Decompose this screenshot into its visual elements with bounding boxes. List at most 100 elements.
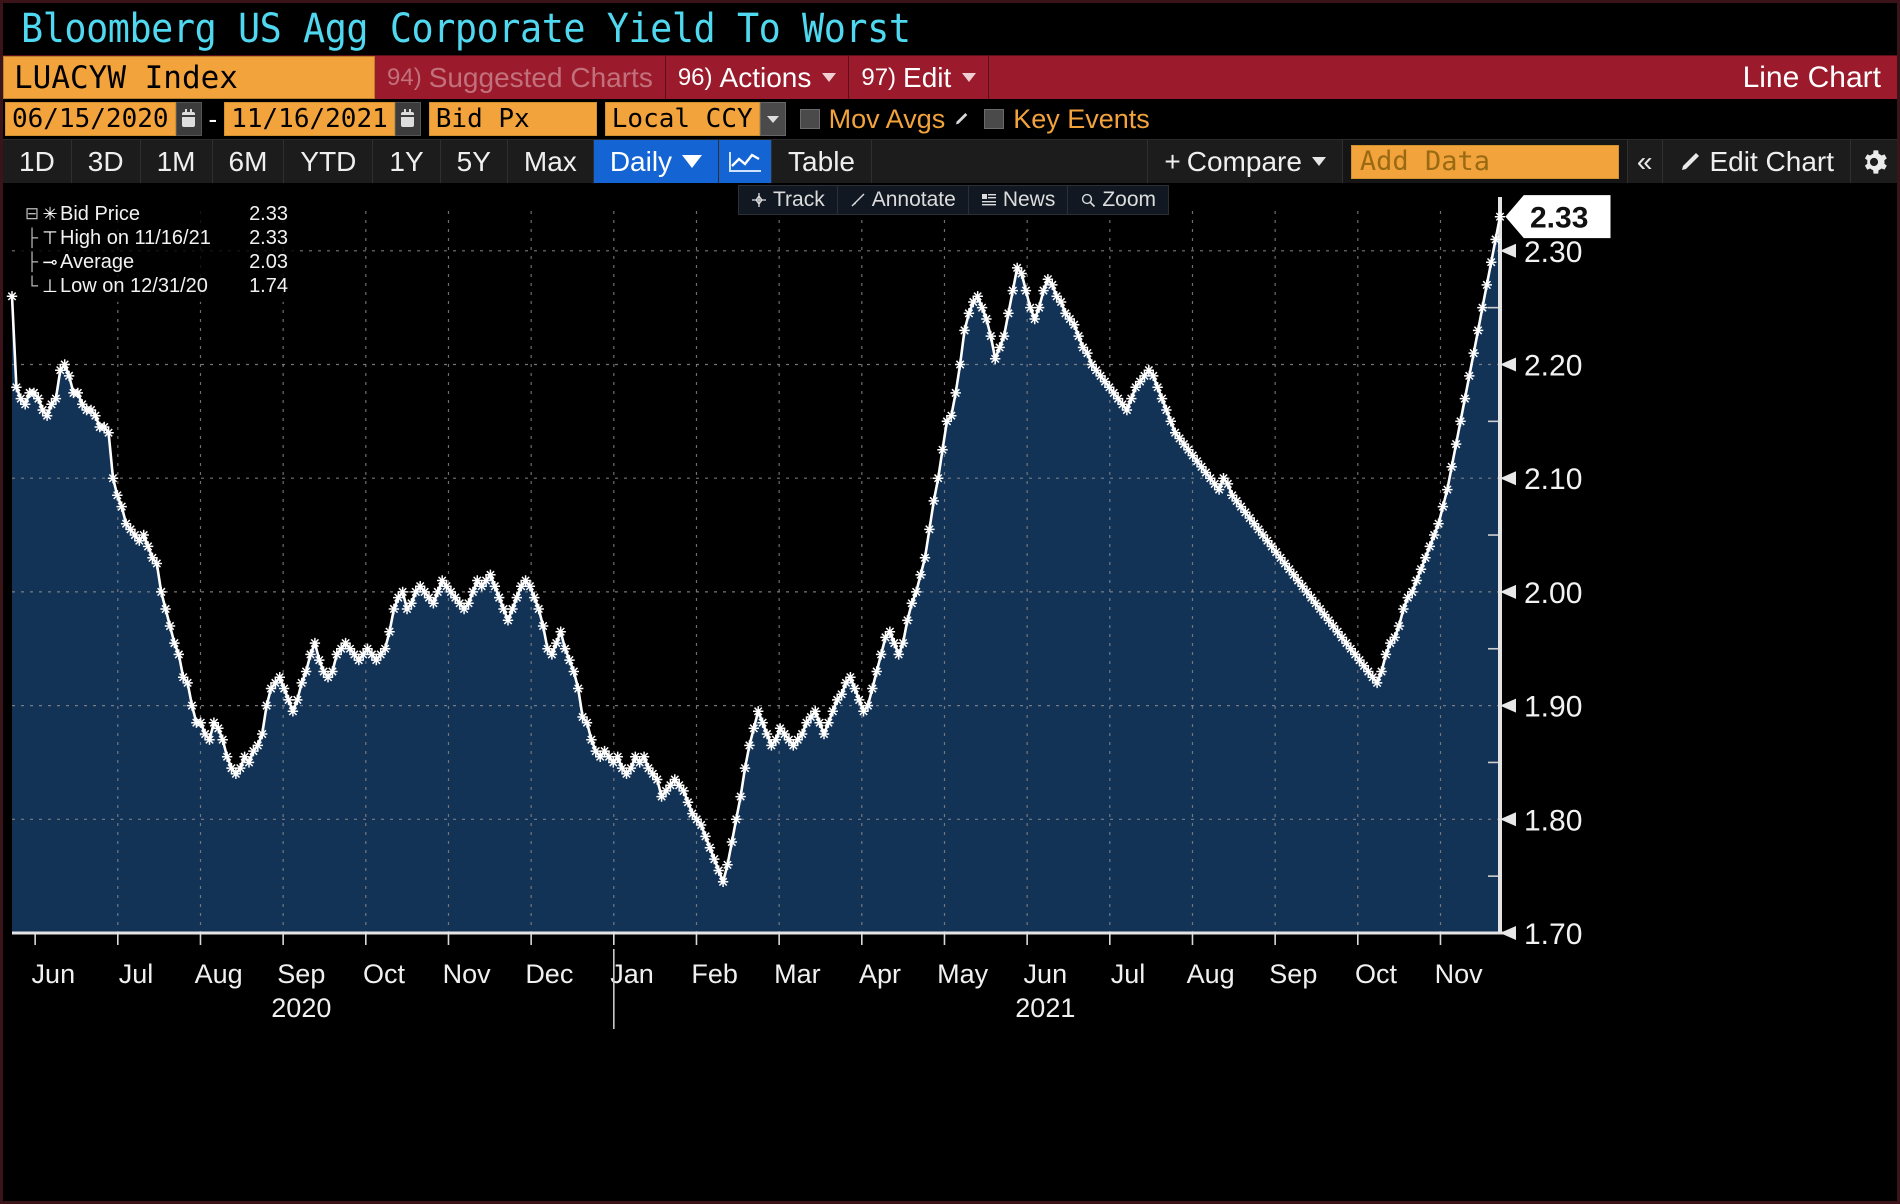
x-axis-tick-label: Nov	[443, 959, 492, 989]
legend-value: 2.33	[249, 227, 288, 249]
x-axis-tick-label: Sep	[1269, 959, 1317, 989]
range-button-6m[interactable]: 6M	[212, 140, 285, 183]
compare-button[interactable]: + Compare	[1148, 140, 1343, 183]
currency-dropdown-arrow[interactable]	[759, 102, 786, 136]
range-button-max[interactable]: Max	[507, 140, 594, 183]
legend-marker-icon: ⊤	[42, 228, 58, 248]
tree-branch-icon: ├	[25, 228, 39, 247]
currency-select[interactable]: Local CCY	[604, 102, 760, 136]
start-date-calendar-icon[interactable]	[175, 102, 202, 136]
last-value-callout: 2.33	[1505, 195, 1611, 239]
pencil-icon[interactable]	[954, 111, 970, 127]
crosshair-icon	[752, 193, 766, 207]
actions-menu-button[interactable]: 96) Actions	[666, 56, 850, 99]
suggested-charts-button[interactable]: 94) Suggested Charts	[375, 56, 666, 99]
zoom-tool-button[interactable]: Zoom	[1068, 186, 1168, 214]
y-axis-tick-label: 2.20	[1524, 349, 1582, 382]
pencil-icon	[1681, 152, 1699, 170]
news-list-icon	[981, 194, 996, 206]
price-chart-svg[interactable]: Jun Jul Aug Sep 2020 Oct Nov Dec Jan Feb Mar Apr May…	[6, 193, 1900, 1204]
series-markers	[6, 211, 1506, 888]
settings-button[interactable]	[1851, 140, 1897, 183]
magnifier-icon	[1082, 193, 1096, 208]
mov-avgs-toggle[interactable]: Mov Avgs	[799, 103, 971, 135]
y-axis-tick-arrow	[1500, 926, 1516, 940]
key-events-checkbox[interactable]	[984, 109, 1005, 129]
zoom-label: Zoom	[1102, 188, 1157, 211]
y-axis-tick-arrow	[1500, 243, 1516, 258]
chart-subtools-bar: Track Annotate News Zoom	[738, 185, 1170, 215]
legend-value: 2.33	[249, 203, 288, 225]
double-chevron-left-icon: «	[1636, 145, 1653, 177]
end-date-calendar-icon[interactable]	[394, 102, 421, 136]
edit-number: 97)	[861, 63, 897, 91]
actions-number: 96)	[677, 63, 713, 91]
range-button-1y[interactable]: 1Y	[373, 140, 441, 183]
key-events-toggle[interactable]: Key Events	[984, 104, 1150, 135]
chart-style-button[interactable]	[719, 140, 773, 183]
price-field-input[interactable]: Bid Px	[428, 102, 597, 136]
start-date-input[interactable]: 06/15/2020	[5, 102, 176, 136]
chart-area[interactable]: Jun Jul Aug Sep 2020 Oct Nov Dec Jan Feb Mar Apr May…	[6, 193, 1894, 1198]
mov-avgs-label: Mov Avgs	[828, 103, 946, 134]
chevron-down-icon	[962, 73, 977, 82]
chevron-down-icon	[822, 73, 837, 82]
legend-marker-icon: ⊥	[42, 276, 58, 296]
series-area-fill	[12, 216, 1500, 933]
line-chart-icon	[729, 151, 762, 172]
x-axis-tick-label: Aug	[195, 959, 243, 989]
range-button-1m[interactable]: 1M	[140, 140, 213, 183]
end-date-input[interactable]: 11/16/2021	[224, 102, 395, 136]
periodicity-label: Daily	[609, 145, 673, 177]
x-axis-tick-label: Oct	[363, 959, 406, 989]
y-axis-tick-label: 1.90	[1524, 691, 1582, 724]
x-axis-tick-label: Feb	[691, 959, 738, 989]
ticker-input[interactable]: LUACYW Index	[3, 56, 375, 99]
y-axis-tick-arrow	[1500, 357, 1516, 372]
range-button-5y[interactable]: 5Y	[440, 140, 508, 183]
plus-icon: +	[1164, 145, 1181, 177]
legend-label: High on 11/16/21	[60, 227, 211, 249]
x-axis-tick-label: Jun	[32, 959, 76, 989]
y-axis-tick-label: 1.70	[1524, 918, 1582, 951]
add-data-input[interactable]: Add Data	[1350, 144, 1619, 179]
window-title-row: Bloomberg US Agg Corporate Yield To Wors…	[3, 3, 1897, 55]
x-axis-year-label: 2020	[271, 993, 331, 1023]
command-bar-spacer	[989, 56, 1726, 99]
legend-label: Average	[60, 251, 135, 273]
command-bar: LUACYW Index 94) Suggested Charts 96) Ac…	[3, 55, 1897, 99]
track-tool-button[interactable]: Track	[739, 186, 838, 214]
edit-menu-button[interactable]: 97) Edit	[849, 56, 990, 99]
x-axis-tick-label: Nov	[1435, 959, 1484, 989]
legend-row: ├ ⊸ Average 2.03	[24, 250, 288, 274]
table-view-button[interactable]: Table	[772, 140, 872, 183]
key-events-label: Key Events	[1013, 103, 1150, 134]
collapse-panel-button[interactable]: «	[1627, 140, 1663, 183]
suggested-charts-label: Suggested Charts	[428, 61, 653, 93]
x-axis-tick-label: Mar	[774, 959, 821, 989]
legend-label: Low on 12/31/20	[60, 275, 208, 297]
page-title: Bloomberg US Agg Corporate Yield To Wors…	[21, 6, 911, 52]
x-axis-tick-label: Sep	[277, 959, 325, 989]
tree-collapse-icon[interactable]: ⊟	[24, 204, 40, 223]
legend-marker-icon: ⊸	[42, 252, 58, 272]
news-label: News	[1002, 188, 1056, 211]
chevron-down-icon	[1311, 157, 1326, 166]
legend-row: └ ⊥ Low on 12/31/20 1.74	[24, 274, 288, 298]
news-tool-button[interactable]: News	[969, 186, 1069, 214]
y-axis-tick-arrow	[1500, 471, 1516, 486]
annotate-tool-button[interactable]: Annotate	[838, 186, 969, 214]
actions-label: Actions	[719, 61, 812, 93]
edit-chart-button[interactable]: Edit Chart	[1662, 140, 1851, 183]
mov-avgs-checkbox[interactable]	[799, 109, 820, 129]
range-button-3d[interactable]: 3D	[71, 140, 141, 183]
chart-type-title: Line Chart	[1742, 60, 1881, 94]
periodicity-dropdown[interactable]: Daily	[593, 140, 720, 183]
add-data-cell: Add Data	[1342, 140, 1628, 183]
legend-marker-icon: ✳	[42, 204, 58, 224]
legend-row: ├ ⊤ High on 11/16/21 2.33	[24, 226, 288, 250]
range-button-1d[interactable]: 1D	[3, 140, 72, 183]
date-range-separator: -	[208, 103, 218, 134]
x-axis-tick-label: Oct	[1355, 959, 1398, 989]
range-button-ytd[interactable]: YTD	[284, 140, 374, 183]
